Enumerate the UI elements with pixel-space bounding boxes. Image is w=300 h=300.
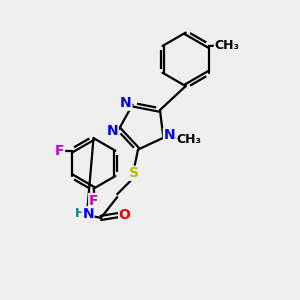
- Text: S: S: [129, 166, 139, 180]
- Text: CH₃: CH₃: [177, 133, 202, 146]
- Text: O: O: [119, 208, 130, 222]
- Text: N: N: [106, 124, 118, 138]
- Text: F: F: [89, 194, 98, 208]
- Text: F: F: [55, 144, 64, 158]
- Text: CH₃: CH₃: [214, 39, 239, 52]
- Text: H: H: [75, 207, 85, 220]
- Text: N: N: [120, 96, 132, 110]
- Text: N: N: [82, 207, 94, 221]
- Text: N: N: [164, 128, 175, 142]
